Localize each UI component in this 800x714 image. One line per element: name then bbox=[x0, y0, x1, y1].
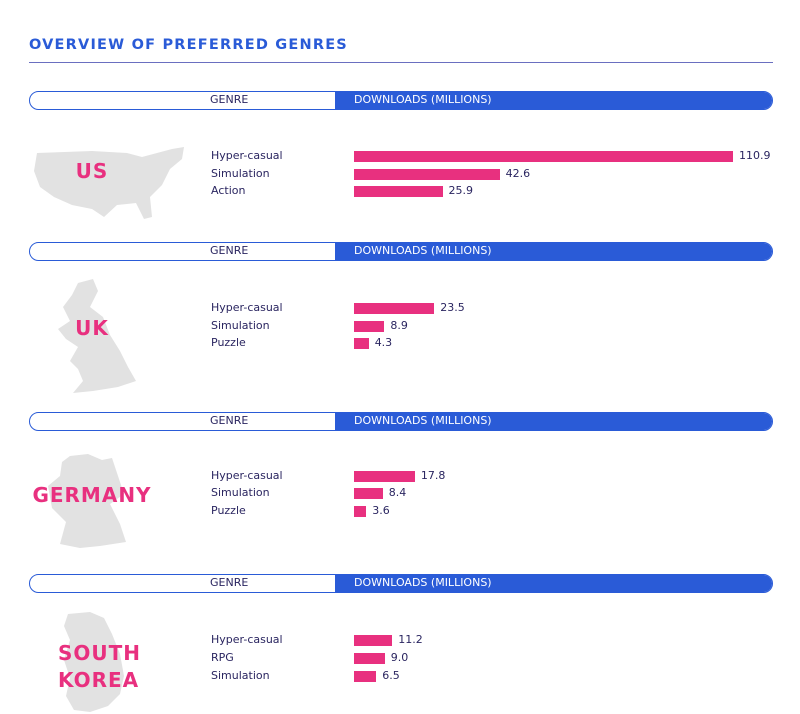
bar bbox=[354, 635, 393, 646]
downloads-header: DOWNLOADS (MILLIONS) bbox=[335, 413, 772, 430]
country-map-icon bbox=[58, 279, 136, 393]
country-label: SOUTH KOREA bbox=[58, 641, 142, 692]
genre-label: Hyper-casual bbox=[211, 301, 283, 314]
table-header: GENRE DOWNLOADS (MILLIONS) bbox=[29, 242, 773, 261]
data-label: 6.5 bbox=[382, 669, 400, 682]
country-shape bbox=[58, 279, 136, 393]
table-header: GENRE DOWNLOADS (MILLIONS) bbox=[29, 91, 773, 110]
country-label: GERMANY bbox=[32, 483, 152, 507]
genre-label: Action bbox=[211, 184, 246, 197]
country-shape bbox=[48, 454, 126, 548]
genre-label: Simulation bbox=[211, 167, 270, 180]
genre-label: Puzzle bbox=[211, 336, 246, 349]
country-shape bbox=[64, 612, 124, 712]
country-shape bbox=[34, 147, 184, 219]
country-label: US bbox=[75, 159, 109, 183]
genre-label: Hyper-casual bbox=[211, 469, 283, 482]
genre-label: Simulation bbox=[211, 319, 270, 332]
data-label: 11.2 bbox=[398, 633, 423, 646]
data-label: 42.6 bbox=[505, 167, 531, 180]
downloads-header-label: DOWNLOADS (MILLIONS) bbox=[354, 244, 492, 257]
bar bbox=[354, 488, 383, 499]
genre-header: GENRE bbox=[30, 92, 335, 109]
data-label: 25.9 bbox=[448, 184, 474, 197]
genre-header: GENRE bbox=[30, 243, 335, 260]
data-label: 23.5 bbox=[440, 301, 465, 314]
downloads-header: DOWNLOADS (MILLIONS) bbox=[335, 575, 772, 592]
data-label: 4.3 bbox=[374, 336, 393, 349]
genre-header-label: GENRE bbox=[210, 93, 249, 106]
data-label: 8.9 bbox=[390, 319, 408, 332]
downloads-header: DOWNLOADS (MILLIONS) bbox=[335, 92, 772, 109]
bar bbox=[354, 338, 369, 349]
country-map-icon bbox=[64, 612, 124, 712]
country-map-icon bbox=[48, 454, 126, 548]
data-label: 17.8 bbox=[420, 469, 446, 482]
data-label: 110.9 bbox=[739, 149, 771, 162]
bar bbox=[354, 151, 733, 162]
country-label: UK bbox=[75, 316, 109, 340]
downloads-header-label: DOWNLOADS (MILLIONS) bbox=[354, 93, 492, 106]
downloads-header-label: DOWNLOADS (MILLIONS) bbox=[354, 414, 492, 427]
genre-header: GENRE bbox=[30, 575, 335, 592]
downloads-header-label: DOWNLOADS (MILLIONS) bbox=[354, 576, 492, 589]
bar bbox=[354, 506, 367, 517]
genre-label: Hyper-casual bbox=[211, 149, 283, 162]
bar bbox=[354, 471, 415, 482]
bar bbox=[354, 671, 377, 682]
bar bbox=[354, 653, 385, 664]
bar bbox=[354, 186, 443, 197]
genre-header-label: GENRE bbox=[210, 576, 249, 589]
table-header: GENRE DOWNLOADS (MILLIONS) bbox=[29, 574, 773, 593]
table-header: GENRE DOWNLOADS (MILLIONS) bbox=[29, 412, 773, 431]
bar bbox=[354, 169, 500, 180]
downloads-header: DOWNLOADS (MILLIONS) bbox=[335, 243, 772, 260]
genre-label: Hyper-casual bbox=[211, 633, 283, 646]
genre-label: Simulation bbox=[211, 669, 270, 682]
genre-label: RPG bbox=[211, 651, 234, 664]
data-label: 3.6 bbox=[372, 504, 390, 517]
bar bbox=[354, 321, 385, 332]
title-divider bbox=[29, 62, 773, 63]
genre-header: GENRE bbox=[30, 413, 335, 430]
country-map-icon bbox=[34, 147, 184, 219]
genre-header-label: GENRE bbox=[210, 414, 249, 427]
genre-label: Puzzle bbox=[211, 504, 246, 517]
genre-header-label: GENRE bbox=[210, 244, 249, 257]
data-label: 8.4 bbox=[388, 486, 407, 499]
bar bbox=[354, 303, 435, 314]
data-label: 9.0 bbox=[390, 651, 409, 664]
genre-label: Simulation bbox=[211, 486, 270, 499]
page-title: OVERVIEW OF PREFERRED GENRES bbox=[29, 37, 348, 53]
